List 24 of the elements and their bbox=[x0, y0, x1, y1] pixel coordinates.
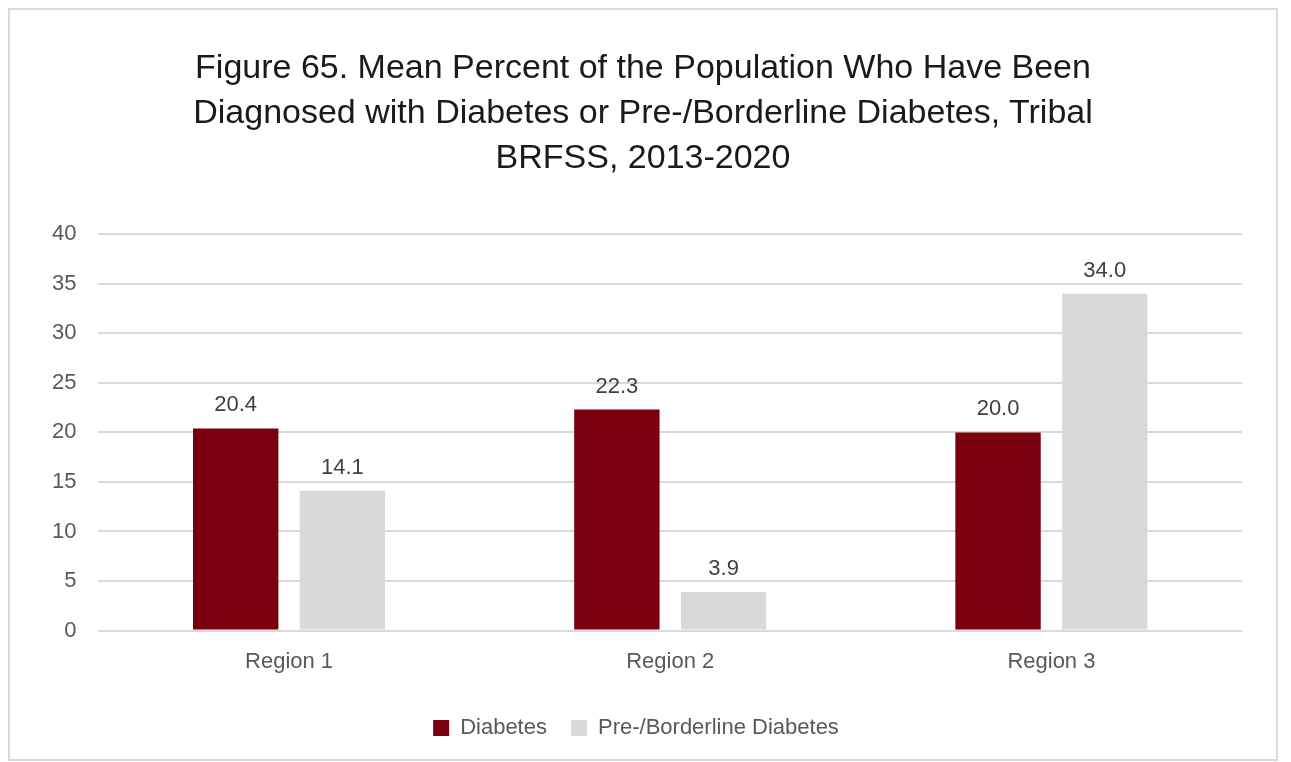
bar bbox=[955, 432, 1041, 630]
y-tick-label: 30 bbox=[51, 319, 77, 345]
y-tick-label: 15 bbox=[51, 468, 77, 494]
x-tick-label: Region 1 bbox=[245, 647, 334, 673]
y-tick-label: 10 bbox=[51, 517, 77, 543]
x-tick-label: Region 3 bbox=[1007, 647, 1096, 673]
y-tick-label: 35 bbox=[51, 269, 77, 295]
data-label: 3.9 bbox=[708, 555, 739, 581]
y-tick-label: 40 bbox=[51, 220, 77, 246]
y-tick-label: 25 bbox=[51, 368, 77, 394]
y-tick-label: 5 bbox=[64, 567, 77, 593]
data-label: 34.0 bbox=[1083, 256, 1127, 282]
y-tick-label: 20 bbox=[51, 418, 77, 444]
data-label: 22.3 bbox=[595, 372, 639, 398]
data-label: 14.1 bbox=[321, 453, 364, 479]
bar bbox=[193, 428, 279, 630]
chart-title: Figure 65. Mean Percent of the Population Who Have Been Diagnosed with Diabetes or Pre-/Borderline Diabetes, Tribal BRFSS, 2013-2020 bbox=[192, 46, 1094, 177]
bar bbox=[574, 409, 660, 630]
data-label: 20.4 bbox=[214, 391, 258, 417]
x-tick-label: Region 2 bbox=[626, 647, 715, 673]
legend-label: Diabetes bbox=[460, 714, 547, 740]
legend-label: Pre-/Borderline Diabetes bbox=[597, 714, 839, 740]
y-tick-label: 0 bbox=[64, 616, 77, 642]
data-label: 20.0 bbox=[976, 395, 1020, 421]
